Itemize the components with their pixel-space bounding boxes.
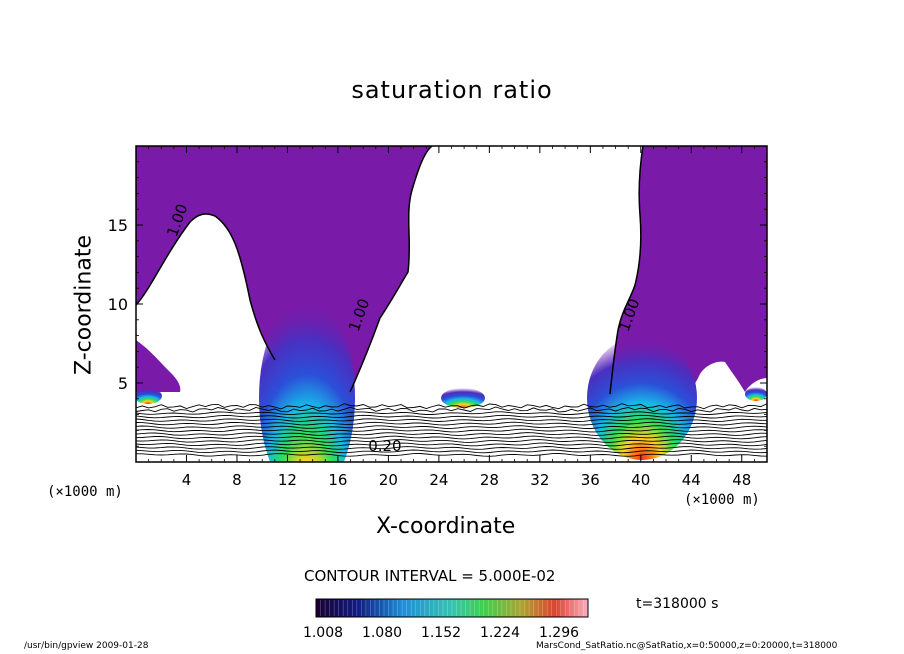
strata-line-14 xyxy=(136,403,767,410)
y-axis: 5 10 15 xyxy=(108,161,767,447)
x-tick-label-8: 36 xyxy=(581,471,600,489)
contour-line-2 xyxy=(349,146,433,393)
x-tick-label-11: 48 xyxy=(732,471,751,489)
strata-line-11 xyxy=(136,414,767,419)
contour-label-3: 0.20 xyxy=(368,437,401,455)
plume-core-left xyxy=(259,298,355,462)
x-tick-label-6: 28 xyxy=(480,471,499,489)
x-tick-label-5: 24 xyxy=(429,471,448,489)
x-tick-label-10: 44 xyxy=(682,471,701,489)
time-label: t=318000 s xyxy=(636,596,719,612)
contour-line-1 xyxy=(136,213,276,361)
colorbar-ticks: 1.008 1.080 1.152 1.224 1.296 xyxy=(303,625,579,641)
colorbar-stripes xyxy=(320,600,584,616)
x-axis: 4 8 12 16 20 24 28 32 36 40 44 48 xyxy=(148,146,755,489)
x-tick-label-7: 32 xyxy=(530,471,549,489)
strata-line-10 xyxy=(136,418,767,422)
colorbar xyxy=(315,598,589,618)
strata-line-12 xyxy=(136,411,767,415)
strata-line-7 xyxy=(136,428,767,433)
strata-line-1 xyxy=(136,449,767,454)
footer-source: MarsCond_SatRatio.nc@SatRatio,x=0:50000,… xyxy=(536,641,838,651)
colorbar-label-4: 1.296 xyxy=(539,625,579,641)
x-unit-label-left: (×1000 m) xyxy=(47,484,123,500)
strata-line-13 xyxy=(136,406,767,413)
strata-line-0 xyxy=(136,453,767,457)
strata-line-2 xyxy=(136,446,767,450)
strata-line-8 xyxy=(136,425,767,429)
footer-program: /usr/bin/gpview 2009-01-28 xyxy=(24,641,149,651)
colorbar-label-1: 1.080 xyxy=(362,625,402,641)
colorbar-label-0: 1.008 xyxy=(303,625,343,641)
saturated-region-left-lower xyxy=(136,340,181,392)
x-tick-label-4: 20 xyxy=(379,471,398,489)
x-tick-label-9: 40 xyxy=(631,471,650,489)
plume-core-right xyxy=(587,336,697,460)
colorbar-label-3: 1.224 xyxy=(480,625,520,641)
strata-line-9 xyxy=(136,421,767,426)
plume-core-left-edge xyxy=(136,388,162,404)
contour-interval-label: CONTOUR INTERVAL = 5.000E-02 xyxy=(304,567,556,585)
contour-line-3 xyxy=(609,146,644,395)
plume-core-right-edge xyxy=(745,387,767,401)
strata-line-5 xyxy=(136,435,767,440)
saturated-region-right xyxy=(610,146,767,394)
x-tick-label-3: 16 xyxy=(328,471,347,489)
chart-title: saturation ratio xyxy=(351,76,553,104)
x-tick-label-2: 12 xyxy=(278,471,297,489)
y-tick-label-1: 10 xyxy=(108,295,128,314)
plume-core-center xyxy=(441,388,485,408)
strata-line-3 xyxy=(136,442,767,447)
y-axis-label: Z-coordinate xyxy=(71,235,97,375)
saturated-region-left xyxy=(136,146,432,392)
x-unit-label-right: (×1000 m) xyxy=(684,492,760,508)
x-tick-label-1: 8 xyxy=(232,471,242,489)
strata-line-6 xyxy=(136,432,767,436)
colorbar-label-2: 1.152 xyxy=(421,625,461,641)
y-tick-label-0: 5 xyxy=(118,374,128,393)
y-tick-label-2: 15 xyxy=(108,216,128,235)
x-axis-label: X-coordinate xyxy=(376,514,516,539)
x-tick-label-0: 4 xyxy=(182,471,192,489)
strata-line-4 xyxy=(136,439,767,443)
surface-contour-lines xyxy=(136,403,767,457)
